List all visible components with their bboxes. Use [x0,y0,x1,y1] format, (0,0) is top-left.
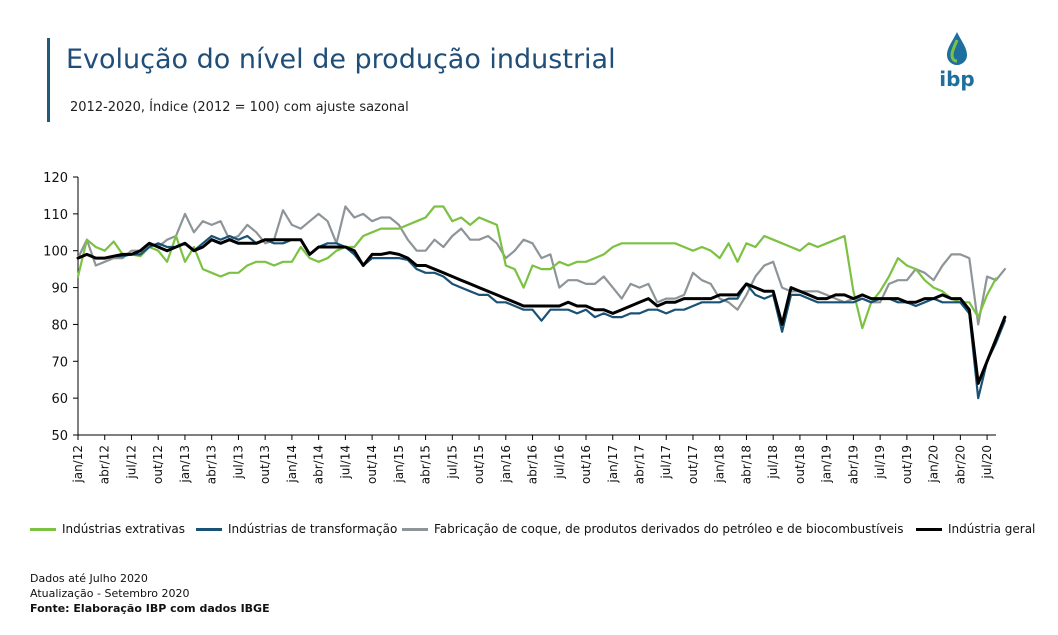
x-tick-label: abr/19 [846,445,860,484]
x-tick-label: jul/20 [980,445,994,480]
legend-swatch [196,527,222,531]
x-tick-label: jan/13 [178,445,192,484]
x-tick-label: jul/19 [873,445,887,480]
note-data-until: Dados até Julho 2020 [30,572,148,585]
legend-label: Indústrias de transformação [228,522,398,536]
legend-label: Indústrias extrativas [62,522,186,536]
x-tick-label: out/18 [793,445,807,484]
x-tick-label: out/14 [365,445,379,484]
x-tick-label: out/19 [900,445,914,484]
x-tick-label: abr/16 [526,445,540,484]
x-tick-label: jul/13 [231,445,245,480]
x-tick-label: jan/15 [392,445,406,484]
x-tick-label: out/16 [579,445,593,484]
x-tick-label: jan/19 [820,445,834,484]
legend-label: Indústria geral [948,522,1036,536]
x-tick-label: jul/18 [766,445,780,480]
x-tick-label: abr/20 [953,445,967,484]
x-tick-label: jan/12 [71,445,85,484]
title-accent-bar [47,38,50,122]
x-tick-label: out/12 [151,445,165,484]
y-tick-label: 60 [51,392,68,407]
x-tick-label: jul/17 [659,445,673,480]
x-tick-label: jul/15 [445,445,459,480]
page-title: Evolução do nível de produção industrial [66,44,616,75]
x-tick-label: jan/17 [606,445,620,484]
y-tick-label: 120 [43,171,68,186]
x-tick-label: abr/18 [739,445,753,484]
x-tick-label: abr/12 [98,445,112,484]
x-tick-label: abr/15 [419,445,433,484]
y-tick-label: 100 [43,245,68,260]
logo-text: ibp [939,67,975,91]
x-tick-label: out/15 [472,445,486,484]
x-tick-label: abr/14 [312,445,326,484]
legend-item-transformacao: Indústrias de transformação [196,522,397,536]
y-tick-label: 110 [43,208,68,223]
legend-swatch [916,527,942,531]
series-line-geral [76,238,1007,385]
y-tick-label: 70 [51,355,68,370]
x-tick-label: out/17 [686,445,700,484]
x-tick-label: jul/14 [338,445,352,480]
note-source: Fonte: Elaboração IBP com dados IBGE [30,602,270,615]
x-tick-label: jan/20 [927,445,941,484]
y-tick-label: 80 [51,318,68,333]
series-line-extrativas [76,205,998,330]
y-tick-label: 90 [51,282,68,297]
chart-notes: Dados até Julho 2020 Atualização - Setem… [30,571,270,616]
x-tick-label: jan/16 [499,445,513,484]
legend-label: Fabricação de coque, de produtos derivad… [434,522,904,536]
line-chart: 50 60 70 80 90 100 110 120 jan/12 abr/12 jul/12 out… [43,171,1007,484]
x-tick-label: abr/17 [632,445,646,484]
x-tick-label: abr/13 [205,445,219,484]
x-tick-label: jul/16 [552,445,566,480]
legend-swatch [30,527,56,531]
legend-item-coque: Fabricação de coque, de produtos derivad… [402,522,904,536]
legend-item-extrativas: Indústrias extrativas [30,522,185,536]
x-tick-label: jan/14 [285,445,299,484]
series-line-transformacao [76,234,1007,400]
legend-item-geral: Indústria geral [916,522,1035,536]
x-tick-label: out/13 [258,445,272,484]
note-update: Atualização - Setembro 2020 [30,587,190,600]
y-tick-label: 50 [51,429,68,444]
chart-legend: Indústrias extrativas Indústrias de trans… [30,522,1040,542]
x-tick-label: jul/12 [124,445,138,480]
x-tick-label: jan/18 [713,445,727,484]
series-line-coque [76,205,1007,326]
ibp-logo: ibp [939,32,975,91]
page-subtitle: 2012-2020, Índice (2012 = 100) com ajust… [70,100,409,115]
legend-swatch [402,527,428,531]
